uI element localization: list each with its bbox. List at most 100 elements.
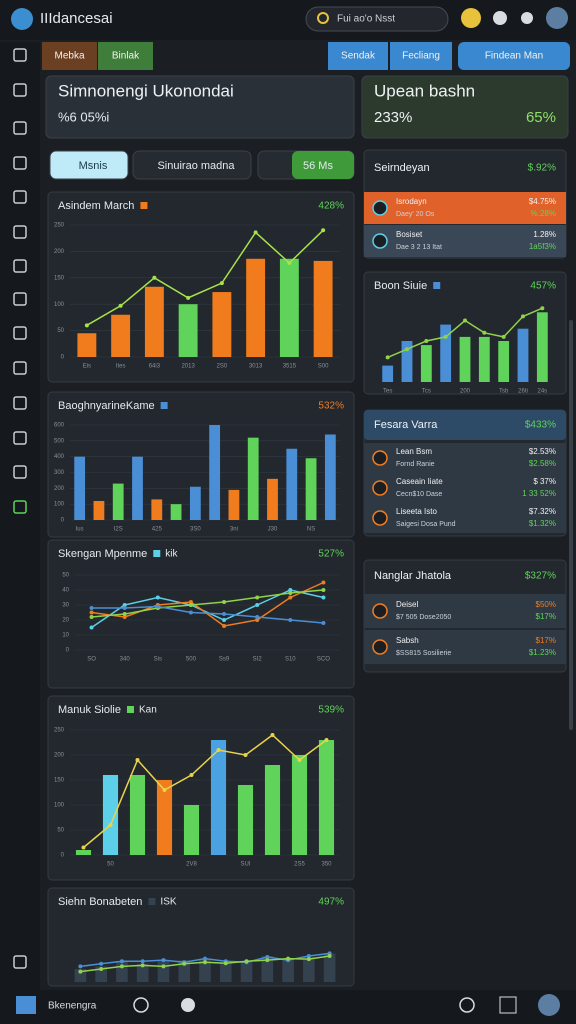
bottom-logo[interactable] xyxy=(16,996,36,1014)
sidebar-icons xyxy=(13,48,27,969)
row-value: $7.32% xyxy=(529,507,556,516)
line xyxy=(83,734,327,849)
row-value: $50% xyxy=(536,600,556,609)
line-dot xyxy=(188,603,193,607)
tab-label: Fecliang xyxy=(402,51,440,62)
search-box[interactable] xyxy=(305,6,449,32)
sidebar-icon[interactable] xyxy=(13,431,27,445)
x-tick-label: Eis xyxy=(83,364,91,370)
row-value: 1.28% xyxy=(533,230,556,239)
avatar[interactable] xyxy=(546,7,568,29)
panel-icon[interactable] xyxy=(499,996,517,1014)
x-tick-label: 425 xyxy=(152,527,163,533)
row-value: 1a5f3% xyxy=(529,242,556,251)
summary-value: 233% xyxy=(374,109,412,126)
scrollbar xyxy=(569,320,573,730)
chart-panel xyxy=(47,539,355,689)
row-sub: Saigesi Dosa Pund xyxy=(396,521,456,528)
tab[interactable] xyxy=(390,42,452,70)
list-row[interactable] xyxy=(364,630,566,664)
bar xyxy=(209,425,221,520)
info-icon[interactable] xyxy=(181,998,195,1012)
line-dot xyxy=(89,610,94,615)
line-dot xyxy=(385,355,390,360)
line-dot xyxy=(89,606,94,610)
bar xyxy=(459,336,471,382)
x-tick-label: Tes xyxy=(383,389,392,395)
summary-title: Simnonengi Ukonondai xyxy=(58,81,234,100)
bar xyxy=(420,345,432,382)
sidebar-icon[interactable] xyxy=(13,156,27,170)
x-tick-label: 3S0 xyxy=(190,527,201,533)
x-tick-label: 2013 xyxy=(181,364,195,370)
y-tick-label: 0 xyxy=(66,648,70,654)
list-row[interactable] xyxy=(364,225,566,257)
line-dot xyxy=(188,600,193,604)
sidebar-icon[interactable] xyxy=(13,396,27,410)
chart-panel xyxy=(363,271,567,395)
list-row[interactable] xyxy=(364,192,566,224)
line-dot xyxy=(122,612,127,616)
sidebar-icon[interactable] xyxy=(13,955,27,969)
star-icon[interactable] xyxy=(133,997,149,1013)
bar xyxy=(498,341,510,382)
tab[interactable] xyxy=(458,42,570,70)
notify-icon[interactable] xyxy=(461,8,481,28)
row-sub: Daey' 20 Os xyxy=(396,211,435,218)
x-tick-label: SO xyxy=(87,657,96,663)
x-tick-label: Tsb xyxy=(499,389,509,395)
row-name: Bosiset xyxy=(396,230,423,239)
y-tick-label: 250 xyxy=(54,728,65,734)
row-value: $17% xyxy=(536,612,556,621)
sidebar-icon[interactable] xyxy=(13,292,27,306)
bar xyxy=(440,324,452,382)
chart-change: 532% xyxy=(318,401,344,412)
sidebar-icon[interactable] xyxy=(13,83,27,97)
sidebar-icon[interactable] xyxy=(13,121,27,135)
line-dot xyxy=(222,600,227,604)
x-tick-label: NS xyxy=(307,527,315,533)
line-dot xyxy=(219,281,224,286)
line-dot xyxy=(89,615,94,619)
bell-icon[interactable] xyxy=(521,12,533,24)
row-value: 1 33 52% xyxy=(522,489,556,498)
bar xyxy=(189,486,201,520)
filter-button[interactable] xyxy=(49,150,129,180)
bottom-label: Bkenengra xyxy=(48,1001,97,1012)
bar xyxy=(212,292,232,357)
sidebar-icon[interactable] xyxy=(13,500,27,514)
logo[interactable] xyxy=(11,8,33,30)
sidebar-icon[interactable] xyxy=(13,190,27,204)
bar xyxy=(219,962,232,982)
sidebar-icon[interactable] xyxy=(13,361,27,375)
bottom-avatar[interactable] xyxy=(538,994,560,1016)
sidebar-icon[interactable] xyxy=(13,259,27,273)
app-title: IIIdancesai xyxy=(40,10,113,27)
bar xyxy=(102,775,119,855)
legend-swatch xyxy=(148,898,156,905)
gear-icon[interactable] xyxy=(459,997,475,1013)
list-title: Fesara Varra xyxy=(374,419,438,431)
tab[interactable] xyxy=(98,42,153,70)
sidebar-icon[interactable] xyxy=(13,48,27,62)
list-row[interactable] xyxy=(364,594,566,628)
list-row[interactable] xyxy=(364,503,566,533)
line-dot xyxy=(321,588,326,592)
tab-label: Sendak xyxy=(341,51,376,62)
sidebar-icon[interactable] xyxy=(13,225,27,239)
line-dot xyxy=(265,958,270,963)
settings-icon[interactable] xyxy=(493,11,507,25)
sidebar-icon[interactable] xyxy=(13,326,27,340)
tab[interactable] xyxy=(42,42,97,70)
line-dot xyxy=(155,595,160,600)
bar xyxy=(178,960,191,982)
list-row[interactable] xyxy=(364,443,566,473)
list-row[interactable] xyxy=(364,473,566,503)
row-sub: Cecn$10 Dase xyxy=(396,491,442,498)
x-tick-label: S00 xyxy=(318,364,329,370)
row-icon xyxy=(372,233,388,249)
tab[interactable] xyxy=(328,42,388,70)
line-dot xyxy=(288,595,293,600)
filter-button[interactable] xyxy=(132,150,252,180)
sidebar-icon[interactable] xyxy=(13,465,27,479)
